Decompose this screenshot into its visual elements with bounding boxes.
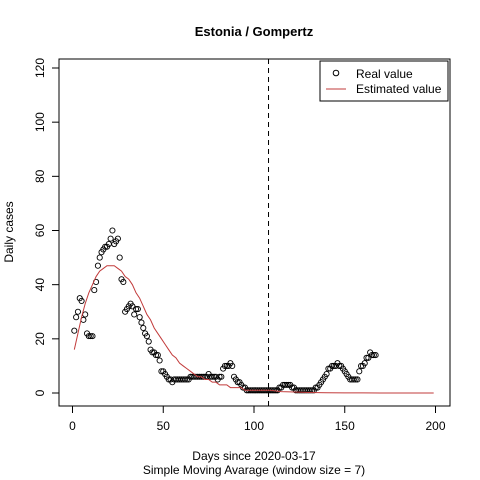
real-value-point	[143, 333, 150, 340]
estimated-value-line	[73, 265, 434, 394]
x-tick-label: 50	[157, 419, 171, 433]
real-value-point	[216, 373, 223, 380]
real-value-point	[132, 305, 140, 313]
real-value-point	[94, 262, 101, 269]
real-value-point	[109, 227, 116, 234]
x-tick-label: 150	[335, 419, 355, 433]
real-value-point	[114, 235, 121, 242]
real-value-point	[221, 362, 229, 369]
real-value-point	[352, 376, 359, 383]
real-value-point	[134, 305, 141, 313]
real-value-point	[361, 360, 368, 367]
x-tick-label: 0	[69, 419, 76, 433]
y-axis: 0 20 40 60 80 100 120	[33, 58, 60, 396]
legend-estimated-value-label: Estimated value	[356, 82, 442, 96]
real-value-point	[138, 319, 145, 326]
real-value-point	[152, 352, 160, 359]
real-value-point	[73, 314, 80, 321]
real-value-point	[372, 352, 379, 359]
real-value-point	[283, 381, 290, 388]
legend-box	[319, 60, 449, 102]
y-tick-label: 120	[33, 58, 47, 78]
real-value-point	[328, 362, 336, 369]
real-value-point	[363, 354, 370, 361]
real-value-point	[89, 333, 96, 340]
real-value-point	[87, 333, 94, 340]
real-value-point	[154, 352, 161, 359]
plot-area	[71, 59, 434, 406]
real-value-point	[350, 376, 357, 383]
real-value-point	[131, 311, 138, 318]
x-axis-label: Days since 2020-03-17	[192, 449, 316, 463]
real-value-point	[209, 373, 216, 380]
real-value-point	[82, 311, 89, 318]
real-value-point	[181, 376, 189, 383]
real-value-point	[107, 235, 114, 242]
real-value-point	[116, 254, 123, 261]
legend: Real value Estimated value	[319, 60, 449, 102]
plot-box	[58, 58, 451, 407]
real-value-point	[323, 370, 330, 378]
real-value-point	[145, 338, 152, 345]
real-value-point	[356, 368, 363, 375]
real-value-point	[96, 254, 103, 261]
y-axis-label: Daily cases	[2, 201, 16, 262]
x-tick-label: 200	[425, 419, 445, 433]
y-tick-label: 100	[33, 112, 47, 132]
real-value-point	[354, 376, 361, 383]
real-value-point	[368, 352, 376, 359]
y-tick-label: 80	[33, 169, 47, 183]
real-value-point	[78, 297, 85, 304]
real-value-point	[370, 352, 377, 359]
real-value-point	[74, 308, 81, 315]
real-value-point	[156, 357, 163, 364]
x-axis-sublabel: Simple Moving Avarage (window size = 7)	[143, 463, 365, 477]
x-tick-label: 100	[244, 419, 264, 433]
real-value-point	[229, 362, 236, 369]
legend-real-value-marker	[332, 69, 340, 77]
real-value-point	[120, 278, 127, 286]
y-tick-label: 20	[33, 332, 47, 346]
y-tick-label: 0	[33, 389, 47, 396]
real-value-point	[140, 324, 147, 332]
real-value-point	[218, 373, 225, 380]
chart-title: Estonia / Gompertz	[195, 24, 314, 39]
y-tick-label: 60	[33, 224, 47, 238]
real-value-point	[85, 333, 92, 340]
y-tick-label: 40	[33, 278, 47, 292]
real-value-point	[136, 314, 143, 321]
x-axis: 0 50 100 150 200	[69, 405, 446, 433]
real-value-point	[91, 287, 98, 294]
legend-real-value-label: Real value	[356, 67, 413, 81]
real-value-point	[71, 327, 78, 334]
